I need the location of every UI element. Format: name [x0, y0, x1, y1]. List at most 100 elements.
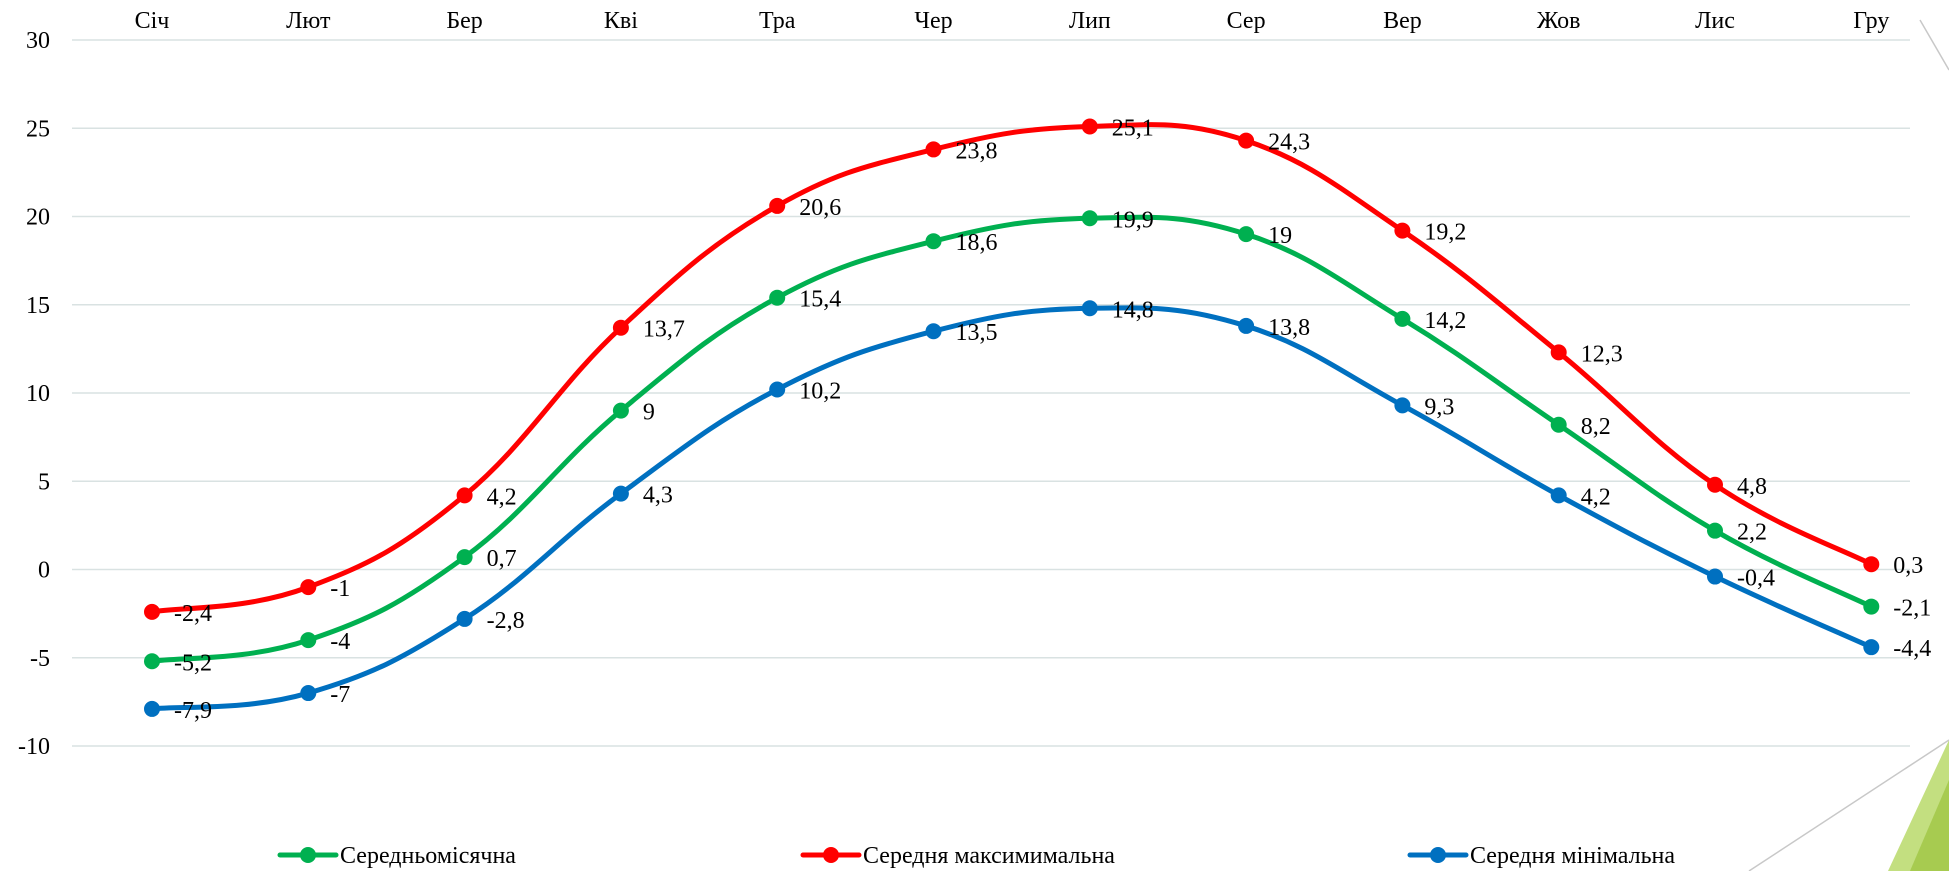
y-tick-label: 0 [38, 558, 50, 584]
x-tick-label: Чер [914, 8, 952, 34]
data-point [1238, 317, 1255, 334]
data-point [1238, 226, 1255, 243]
data-label: -7,9 [174, 698, 212, 724]
data-label: -2,8 [487, 608, 525, 634]
x-tick-label: Тра [759, 8, 796, 34]
legend-marker [823, 847, 839, 863]
data-point [1081, 300, 1098, 317]
series-line [149, 305, 1874, 712]
data-label: -1 [330, 576, 350, 602]
data-point [1550, 344, 1567, 361]
x-tick-label: Лют [286, 8, 331, 34]
data-point [1707, 476, 1723, 493]
data-label: -4 [330, 629, 350, 655]
y-tick-label: 20 [26, 205, 50, 231]
series-lines [149, 122, 1874, 712]
x-tick-label: Вер [1383, 8, 1422, 34]
series-line [149, 214, 1874, 664]
legend-label: Середня мінімальна [1470, 843, 1675, 869]
data-label: 10,2 [799, 378, 841, 404]
data-point [1081, 118, 1098, 135]
x-axis: Січ Лют Бер Кві Тра Чер Лип Сер Вер Жов Лис Гру [135, 8, 1890, 34]
data-point [769, 381, 786, 398]
data-point [300, 579, 317, 596]
data-point [456, 487, 473, 504]
data-point [612, 319, 629, 336]
y-tick-label: 10 [26, 381, 50, 407]
data-label: 13,7 [643, 317, 685, 343]
data-point [925, 141, 942, 158]
data-point [1863, 556, 1880, 573]
legend-label: Середня максимимальна [863, 843, 1115, 869]
data-label: -2,1 [1893, 596, 1931, 622]
data-label: -0,4 [1737, 566, 1775, 592]
legend: Середньомісячна Середня максимимальна Сере… [277, 843, 1675, 869]
data-label: -7 [330, 682, 350, 708]
data-point [1863, 639, 1880, 656]
data-label: 13,8 [1268, 315, 1310, 341]
data-point [1550, 416, 1567, 433]
data-point [1550, 487, 1567, 504]
data-label: 14,2 [1424, 308, 1466, 334]
data-label: 2,2 [1737, 520, 1767, 546]
data-point [769, 197, 786, 214]
data-point [144, 700, 160, 717]
data-point [144, 603, 160, 620]
data-label: 14,8 [1112, 297, 1154, 323]
data-label: 4,3 [643, 483, 673, 509]
series-line [149, 122, 1874, 615]
data-label: 8,2 [1581, 414, 1611, 440]
x-tick-label: Січ [135, 8, 170, 34]
data-label: 13,5 [956, 320, 998, 346]
data-label: 4,2 [487, 484, 517, 510]
legend-label: Середньомісячна [340, 843, 516, 869]
legend-marker [300, 847, 316, 863]
data-label: 15,4 [799, 287, 841, 313]
data-point [612, 485, 629, 502]
data-label: 9 [643, 400, 655, 426]
data-point [456, 549, 473, 566]
data-label: 19 [1268, 223, 1292, 249]
data-point [1707, 568, 1723, 585]
data-label: 0,3 [1893, 553, 1923, 579]
data-label: 24,3 [1268, 130, 1310, 156]
data-label: 19,2 [1424, 220, 1466, 246]
x-tick-label: Лис [1695, 8, 1735, 34]
data-point [1394, 222, 1411, 239]
data-label: -5,2 [174, 650, 212, 676]
data-point [612, 402, 629, 419]
x-tick-label: Бер [446, 8, 482, 34]
y-tick-label: 5 [38, 469, 50, 495]
y-axis: 30 25 20 15 10 5 0 -5 -10 [18, 28, 50, 760]
legend-marker [1430, 847, 1446, 863]
data-label: 19,9 [1112, 207, 1154, 233]
data-label: 4,2 [1581, 484, 1611, 510]
data-point [1394, 310, 1411, 327]
series-markers [144, 118, 1880, 717]
data-label: 4,8 [1737, 474, 1767, 500]
data-label: -2,4 [174, 601, 212, 627]
data-point [925, 323, 942, 340]
y-tick-label: 30 [26, 28, 50, 54]
data-point [300, 685, 317, 702]
x-tick-label: Жов [1537, 8, 1581, 34]
data-point [1081, 210, 1098, 227]
x-tick-label: Гру [1853, 8, 1889, 34]
data-label: 9,3 [1424, 394, 1454, 420]
data-label: 12,3 [1581, 341, 1623, 367]
data-point [1707, 522, 1723, 539]
data-point [925, 233, 942, 250]
data-point [1394, 397, 1411, 414]
x-tick-label: Кві [604, 8, 638, 34]
decorative-corner [1748, 19, 1949, 871]
x-tick-label: Лип [1069, 8, 1111, 34]
data-label: 20,6 [799, 195, 841, 221]
data-labels: -2,4 -1 4,2 13,7 20,6 23,8 25,1 24,3 19,2 12,3 4,8… [174, 115, 1931, 723]
data-point [300, 632, 317, 649]
data-label: -4,4 [1893, 636, 1931, 662]
data-label: 25,1 [1112, 115, 1154, 141]
data-point [1238, 132, 1255, 149]
data-point [456, 610, 473, 627]
